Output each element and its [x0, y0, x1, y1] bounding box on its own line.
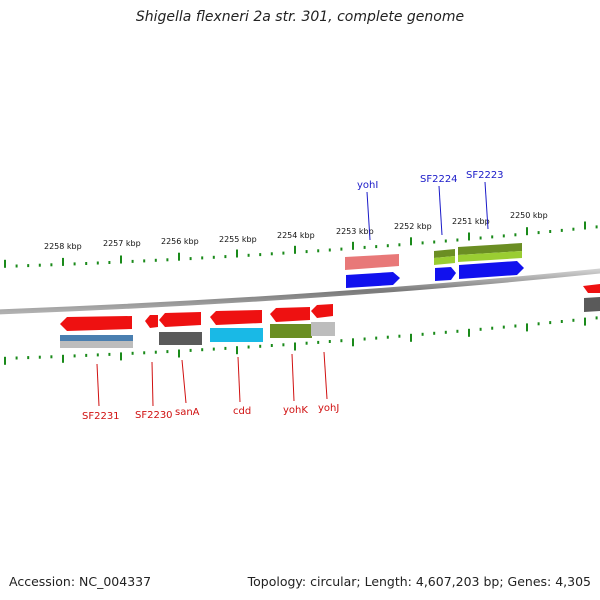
scale-label: 2258 kbp	[44, 242, 82, 251]
gene-yohK-olive[interactable]	[270, 324, 312, 338]
gene-cdd[interactable]	[210, 310, 262, 325]
gene-label-SF2224[interactable]: SF2224	[420, 174, 458, 185]
leader-line	[484, 181, 489, 230]
leader-line	[291, 353, 295, 402]
gene-label-sanA[interactable]: sanA	[175, 407, 200, 418]
leader-line	[237, 356, 241, 403]
gene-yohK[interactable]	[270, 307, 310, 322]
gene-label-cdd[interactable]: cdd	[233, 406, 251, 417]
gene-offscreen-right[interactable]	[583, 284, 600, 293]
gene-SF2223[interactable]	[459, 261, 524, 279]
leader-line	[181, 359, 187, 404]
gene-label-yohI[interactable]: yohI	[357, 180, 378, 191]
reverse-features	[60, 304, 335, 348]
leader-lines	[96, 181, 489, 407]
scale-labels: 2258 kbp 2257 kbp 2256 kbp 2255 kbp 2254…	[44, 211, 548, 251]
gene-yohI-pink[interactable]	[345, 254, 399, 270]
gene-yohI[interactable]	[346, 272, 400, 288]
leader-line	[151, 361, 154, 407]
leader-line	[438, 185, 443, 236]
gene-labels-top: yohI SF2224 SF2223	[357, 170, 504, 191]
scale-label: 2254 kbp	[277, 231, 315, 240]
gene-SF2231-gray[interactable]	[60, 341, 133, 348]
gene-sanA[interactable]	[159, 312, 201, 327]
scale-label: 2253 kbp	[336, 227, 374, 236]
gene-SF2231-steel[interactable]	[60, 335, 133, 341]
gene-offscreen-right-gray[interactable]	[584, 297, 600, 312]
forward-features	[345, 243, 600, 312]
gene-SF2224[interactable]	[435, 267, 456, 281]
gene-cdd-cyan[interactable]	[210, 328, 263, 342]
genome-backbone	[0, 268, 600, 315]
gene-SF2224-olive[interactable]	[434, 249, 455, 258]
scale-label: 2251 kbp	[452, 217, 490, 226]
scale-label: 2257 kbp	[103, 239, 141, 248]
gene-yohJ-gray[interactable]	[311, 322, 335, 336]
gene-SF2231[interactable]	[60, 316, 132, 331]
scale-label: 2250 kbp	[510, 211, 548, 220]
scale-label: 2252 kbp	[394, 222, 432, 231]
accession-label: Accession: NC_004337	[9, 574, 152, 589]
scale-label: 2256 kbp	[161, 237, 199, 246]
page-title: Shigella flexneri 2a str. 301, complete …	[135, 9, 465, 25]
leader-line	[323, 351, 328, 400]
scale-ticks-bottom	[4, 316, 598, 365]
gene-labels-bottom: SF2231 SF2230 sanA cdd yohK yohJ	[82, 403, 339, 422]
gene-yohJ[interactable]	[311, 304, 333, 318]
gene-SF2224-lime[interactable]	[434, 256, 455, 265]
leader-line	[96, 363, 100, 407]
leader-line	[366, 191, 371, 241]
gene-SF2223-lime[interactable]	[458, 251, 522, 262]
gene-label-SF2223[interactable]: SF2223	[466, 170, 504, 181]
gene-label-SF2231[interactable]: SF2231	[82, 411, 120, 422]
scale-label: 2255 kbp	[219, 235, 257, 244]
gene-sanA-gray[interactable]	[159, 332, 202, 345]
scale-ticks-top	[4, 221, 598, 268]
gene-SF2230[interactable]	[145, 315, 158, 328]
gene-label-SF2230[interactable]: SF2230	[135, 410, 173, 421]
genome-summary: Topology: circular; Length: 4,607,203 bp…	[247, 574, 591, 589]
gene-label-yohJ[interactable]: yohJ	[318, 403, 339, 414]
gene-label-yohK[interactable]: yohK	[283, 405, 308, 416]
